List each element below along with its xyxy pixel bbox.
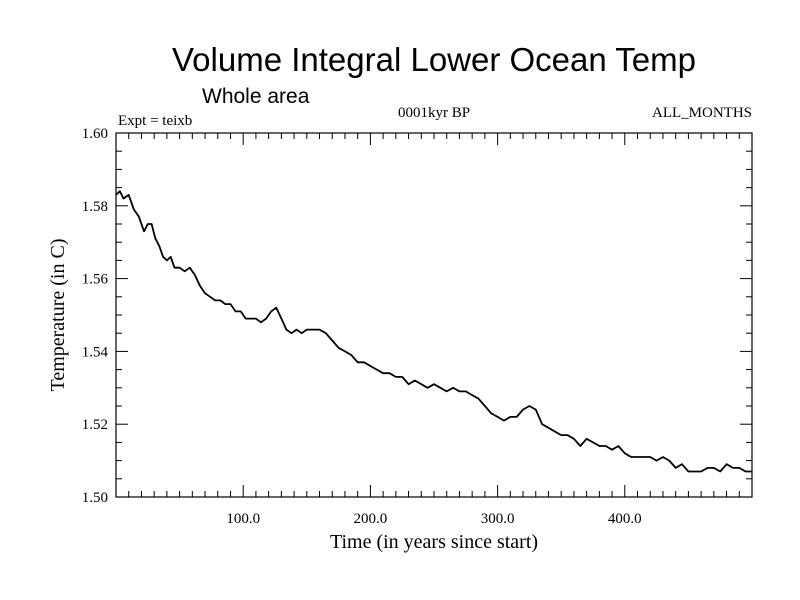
y-tick-label: 1.50	[82, 490, 108, 506]
x-axis-title: Time (in years since start)	[330, 531, 538, 553]
temperature-series-line	[115, 190, 752, 473]
y-axis-title: Temperature (in C)	[47, 239, 69, 392]
x-tick-label: 100.0	[226, 511, 260, 527]
x-tick-label: 400.0	[608, 511, 642, 527]
y-tick-label: 1.54	[82, 344, 109, 360]
period-label: 0001kyr BP	[398, 105, 470, 121]
plot-frame	[115, 132, 753, 498]
x-tick-label: 300.0	[481, 511, 515, 527]
y-tick-label: 1.56	[82, 272, 109, 288]
x-tick-label: 200.0	[354, 511, 388, 527]
y-tick-label: 1.60	[82, 126, 108, 142]
axis-ticks	[116, 133, 752, 497]
chart-subtitle: Whole area	[202, 85, 310, 108]
y-tick-label: 1.58	[82, 199, 108, 215]
y-tick-label: 1.52	[82, 417, 108, 433]
tick-labels: 100.0 200.0 300.0 400.0 1.50 1.52 1.54 1.56 1.58…	[82, 126, 642, 527]
chart-title: Volume Integral Lower Ocean Temp	[172, 41, 696, 78]
experiment-label: Expt = teixb	[118, 113, 192, 129]
months-label: ALL_MONTHS	[652, 105, 752, 121]
